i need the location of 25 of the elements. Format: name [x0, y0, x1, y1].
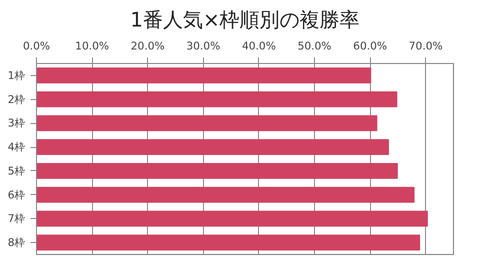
- bar: [36, 234, 420, 250]
- x-tick-label: 40.0%: [242, 40, 276, 52]
- y-tick-label: 8枠: [8, 236, 26, 250]
- y-tick-label: 1枠: [8, 68, 26, 82]
- y-tick-label: 4枠: [8, 140, 26, 154]
- bar: [36, 163, 398, 179]
- chart-title: 1番人気×枠順別の複勝率: [130, 8, 360, 32]
- bar: [36, 186, 415, 203]
- bar: [36, 210, 428, 227]
- x-tick-label: 20.0%: [130, 40, 165, 52]
- x-tick-label: 50.0%: [298, 40, 332, 52]
- y-tick-label: 2枠: [8, 92, 26, 106]
- y-tick-label: 5枠: [8, 164, 26, 178]
- y-tick-label: 3枠: [8, 116, 26, 130]
- x-tick-label: 0.0%: [22, 40, 50, 52]
- bar: [36, 91, 398, 108]
- x-tick-label: 60.0%: [353, 40, 388, 52]
- y-tick-label: 6枠: [8, 188, 26, 202]
- bar: [36, 115, 378, 132]
- bar: [36, 139, 389, 155]
- x-tick-label: 30.0%: [186, 40, 220, 52]
- y-tick-label: 7枠: [8, 212, 26, 226]
- x-tick-label: 70.0%: [408, 40, 443, 52]
- bar: [36, 68, 372, 84]
- x-tick-label: 10.0%: [75, 40, 110, 52]
